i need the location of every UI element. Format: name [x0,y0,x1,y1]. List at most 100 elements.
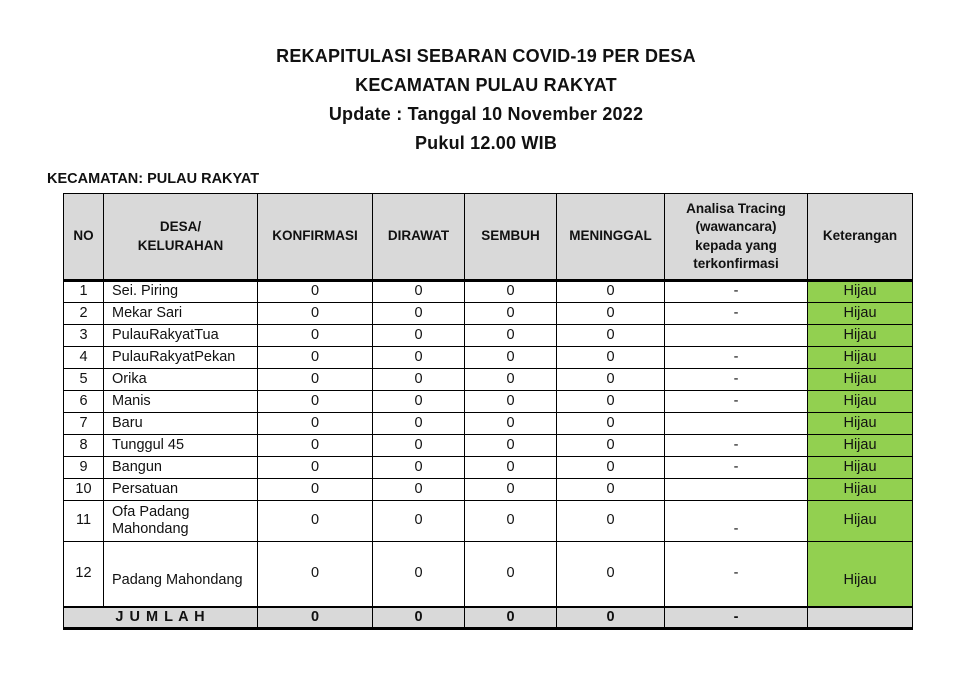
cell-dirawat: 0 [372,412,465,435]
table-row: 7 Baru 0 0 0 0 Hijau [63,412,913,435]
cell-analisa: - [664,302,808,325]
cell-dirawat: 0 [372,500,465,542]
cell-no: 2 [63,302,104,325]
table-row: 3 PulauRakyatTua 0 0 0 0 Hijau [63,324,913,347]
cell-keterangan: Hijau [807,346,913,369]
cell-analisa: - [664,541,808,607]
cell-konfirmasi: 0 [257,456,373,479]
cell-desa: Padang Mahondang [103,541,258,607]
kecamatan-label: KECAMATAN: PULAU RAKYAT [47,171,260,187]
cell-meninggal: 0 [556,368,665,391]
cell-keterangan: Hijau [807,412,913,435]
table-row: 9 Bangun 0 0 0 0 - Hijau [63,456,913,479]
col-header-sembuh: SEMBUH [464,193,557,282]
cell-desa: PulauRakyatPekan [103,346,258,369]
title-line-1: REKAPITULASI SEBARAN COVID-19 PER DESA [276,46,696,66]
total-sembuh: 0 [464,605,557,630]
report-title: REKAPITULASI SEBARAN COVID-19 PER DESA K… [0,0,972,158]
cell-no: 4 [63,346,104,369]
cell-konfirmasi: 0 [257,434,373,457]
cell-analisa [664,478,808,501]
title-line-2: KECAMATAN PULAU RAKYAT [355,75,617,95]
cell-dirawat: 0 [372,324,465,347]
col-header-meninggal: MENINGGAL [556,193,665,282]
cell-konfirmasi: 0 [257,324,373,347]
col-header-no: NO [63,193,104,282]
cell-sembuh: 0 [464,500,557,542]
total-dirawat: 0 [372,605,465,630]
cell-sembuh: 0 [464,434,557,457]
cell-analisa: - [664,456,808,479]
table-row: 12 Padang Mahondang 0 0 0 0 - Hijau [63,541,913,607]
cell-no: 7 [63,412,104,435]
cell-dirawat: 0 [372,541,465,607]
cell-sembuh: 0 [464,280,557,303]
table-row: 8 Tunggul 45 0 0 0 0 - Hijau [63,434,913,457]
cell-konfirmasi: 0 [257,390,373,413]
cell-desa: Mekar Sari [103,302,258,325]
cell-no: 8 [63,434,104,457]
cell-keterangan: Hijau [807,280,913,303]
cell-meninggal: 0 [556,324,665,347]
cell-meninggal: 0 [556,302,665,325]
cell-dirawat: 0 [372,390,465,413]
cell-keterangan: Hijau [807,456,913,479]
cell-meninggal: 0 [556,280,665,303]
col-header-keterangan: Keterangan [807,193,913,282]
cell-meninggal: 0 [556,500,665,542]
cell-dirawat: 0 [372,346,465,369]
cell-desa: Tunggul 45 [103,434,258,457]
cell-no: 11 [63,500,104,542]
table-row: 1 Sei. Piring 0 0 0 0 - Hijau [63,280,913,303]
cell-analisa: - [664,368,808,391]
cell-desa: Manis [103,390,258,413]
cell-sembuh: 0 [464,324,557,347]
table-row: 2 Mekar Sari 0 0 0 0 - Hijau [63,302,913,325]
cell-desa: Baru [103,412,258,435]
cell-meninggal: 0 [556,456,665,479]
cell-konfirmasi: 0 [257,541,373,607]
col-header-desa-kelurahan: DESA/ KELURAHAN [103,193,258,282]
cell-no: 9 [63,456,104,479]
cell-sembuh: 0 [464,390,557,413]
cell-analisa: - [664,500,808,542]
cell-konfirmasi: 0 [257,412,373,435]
cell-keterangan: Hijau [807,541,913,607]
cell-meninggal: 0 [556,346,665,369]
cell-desa: Orika [103,368,258,391]
cell-dirawat: 0 [372,434,465,457]
cell-sembuh: 0 [464,478,557,501]
cell-keterangan: Hijau [807,390,913,413]
cell-analisa: - [664,280,808,303]
total-konfirmasi: 0 [257,605,373,630]
col-header-konfirmasi: KONFIRMASI [257,193,373,282]
cell-analisa [664,412,808,435]
cell-dirawat: 0 [372,280,465,303]
cell-no: 6 [63,390,104,413]
cell-no: 3 [63,324,104,347]
table-row: 4 PulauRakyatPekan 0 0 0 0 - Hijau [63,346,913,369]
cell-no: 10 [63,478,104,501]
cell-dirawat: 0 [372,456,465,479]
cell-sembuh: 0 [464,302,557,325]
cell-sembuh: 0 [464,346,557,369]
cell-analisa: - [664,434,808,457]
cell-meninggal: 0 [556,541,665,607]
cell-desa: Sei. Piring [103,280,258,303]
cell-keterangan: Hijau [807,478,913,501]
cell-keterangan: Hijau [807,324,913,347]
cell-konfirmasi: 0 [257,346,373,369]
cell-desa: Bangun [103,456,258,479]
total-analisa: - [664,605,808,630]
cell-meninggal: 0 [556,390,665,413]
total-keterangan [807,605,913,630]
header-row: NO DESA/ KELURAHAN KONFIRMASI DIRAWAT SE… [63,193,913,282]
table-row: 11 Ofa Padang Mahondang 0 0 0 0 - Hijau [63,500,913,542]
cell-konfirmasi: 0 [257,500,373,542]
cell-keterangan: Hijau [807,368,913,391]
table-row: 10 Persatuan 0 0 0 0 Hijau [63,478,913,501]
cell-dirawat: 0 [372,368,465,391]
cell-keterangan: Hijau [807,434,913,457]
cell-analisa [664,324,808,347]
table-row: 5 Orika 0 0 0 0 - Hijau [63,368,913,391]
